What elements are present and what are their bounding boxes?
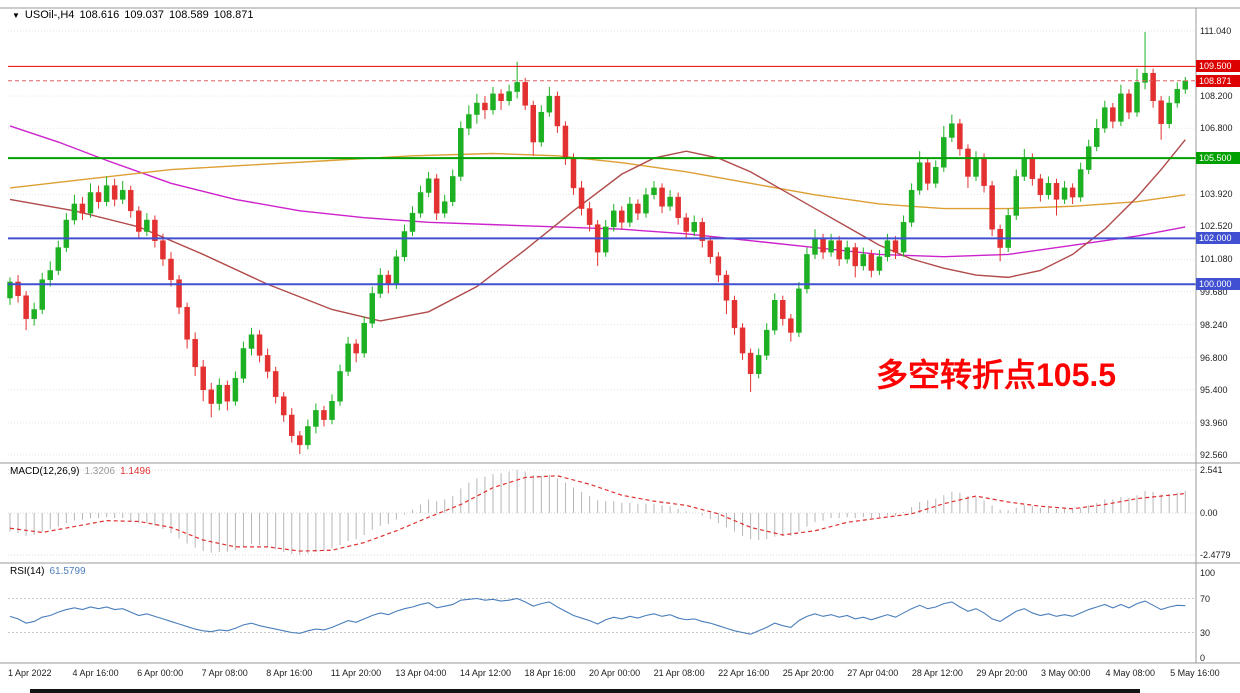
- time-axis-label[interactable]: 29 Apr 20:00: [976, 668, 1028, 678]
- symbol-timeframe-label: USOil-,H4: [24, 9, 75, 21]
- quote-open: 108.616: [79, 9, 120, 21]
- price-axis-label: 96.800: [1200, 352, 1228, 363]
- rsi-axis-label: 0: [1200, 653, 1206, 663]
- rsi-line: [9, 597, 1186, 635]
- macd-axis-label: 2.541: [1200, 465, 1223, 475]
- time-axis-label[interactable]: 4 May 08:00: [1105, 668, 1156, 678]
- price-axis-box: 100.000: [1196, 278, 1240, 291]
- rsi-axis-label: 30: [1200, 627, 1211, 638]
- price-axis-label: 93.960: [1200, 417, 1228, 428]
- price-axis-label: 103.920: [1200, 189, 1233, 200]
- time-axis-label[interactable]: 7 Apr 08:00: [201, 668, 248, 678]
- rsi-axis-label: 100: [1200, 568, 1216, 578]
- annotation-text[interactable]: 多空转折点105.5: [876, 357, 1117, 393]
- price-axis-box: 105.500: [1196, 152, 1240, 165]
- price-axis-label: 99.680: [1200, 286, 1228, 297]
- quote-low: 108.589: [168, 9, 209, 21]
- symbol-marker-icon: ▼: [12, 11, 20, 20]
- macd-axis-label: 0.00: [1200, 508, 1218, 518]
- price-axis-label: 111.040: [1200, 26, 1232, 36]
- price-axis-label: 108.200: [1200, 91, 1233, 102]
- time-axis-label[interactable]: 13 Apr 04:00: [395, 668, 447, 678]
- quote-close: 108.871: [213, 9, 254, 21]
- bottom-bar: [30, 689, 1140, 693]
- time-axis-label[interactable]: 6 Apr 00:00: [137, 668, 184, 678]
- time-axis-label[interactable]: 20 Apr 00:00: [589, 668, 641, 678]
- price-axis-label: 102.520: [1200, 221, 1233, 232]
- time-axis-label[interactable]: 3 May 00:00: [1040, 668, 1091, 678]
- rsi-indicator-label: RSI(14) 61.5799: [10, 566, 91, 577]
- time-axis-label[interactable]: 1 Apr 2022: [8, 668, 52, 678]
- macd-axis-label: -2.4779: [1200, 549, 1231, 560]
- macd-name: MACD(12,26,9): [10, 466, 80, 477]
- price-axis-label: 92.560: [1200, 449, 1228, 460]
- price-axis-label: 101.080: [1200, 254, 1233, 265]
- symbol-title: ▼ USOil-,H4 108.616 109.037 108.589 108.871: [12, 9, 259, 21]
- price-axis-label: 98.240: [1200, 319, 1228, 330]
- time-axis-label[interactable]: 14 Apr 12:00: [459, 668, 511, 678]
- rsi-name: RSI(14): [10, 566, 45, 577]
- time-axis-label[interactable]: 22 Apr 16:00: [718, 668, 770, 678]
- macd-histogram: [9, 470, 1186, 555]
- time-axis-label[interactable]: 21 Apr 08:00: [653, 668, 705, 678]
- ma-smooth-maroon: [9, 139, 1186, 322]
- time-axis-label[interactable]: 8 Apr 16:00: [266, 668, 313, 678]
- price-axis-box: 109.500: [1196, 60, 1240, 73]
- time-axis-label[interactable]: 25 Apr 20:00: [782, 668, 834, 678]
- macd-signal-line: [9, 475, 1186, 552]
- ma-mid-orange: [9, 152, 1186, 210]
- time-axis-label[interactable]: 27 Apr 04:00: [847, 668, 899, 678]
- quote-high: 109.037: [124, 9, 164, 21]
- time-axis-label[interactable]: 28 Apr 12:00: [911, 668, 963, 678]
- time-axis-label[interactable]: 11 Apr 20:00: [330, 668, 382, 678]
- time-axis-label[interactable]: 5 May 16:00: [1170, 668, 1220, 678]
- time-axis-label[interactable]: 18 Apr 16:00: [524, 668, 576, 678]
- price-axis-box: 108.871: [1196, 74, 1240, 87]
- rsi-value: 61.5799: [49, 566, 86, 577]
- price-axis-box: 102.000: [1196, 232, 1240, 245]
- price-axis-label: 95.400: [1200, 384, 1228, 395]
- time-axis-label[interactable]: 4 Apr 16:00: [72, 668, 119, 678]
- price-axis-label: 106.800: [1200, 123, 1233, 134]
- macd-main-value: 1.3206: [84, 466, 116, 477]
- macd-indicator-label: MACD(12,26,9) 1.3206 1.1496: [10, 466, 156, 477]
- macd-signal-value: 1.1496: [120, 466, 151, 477]
- rsi-axis-label: 70: [1200, 593, 1211, 604]
